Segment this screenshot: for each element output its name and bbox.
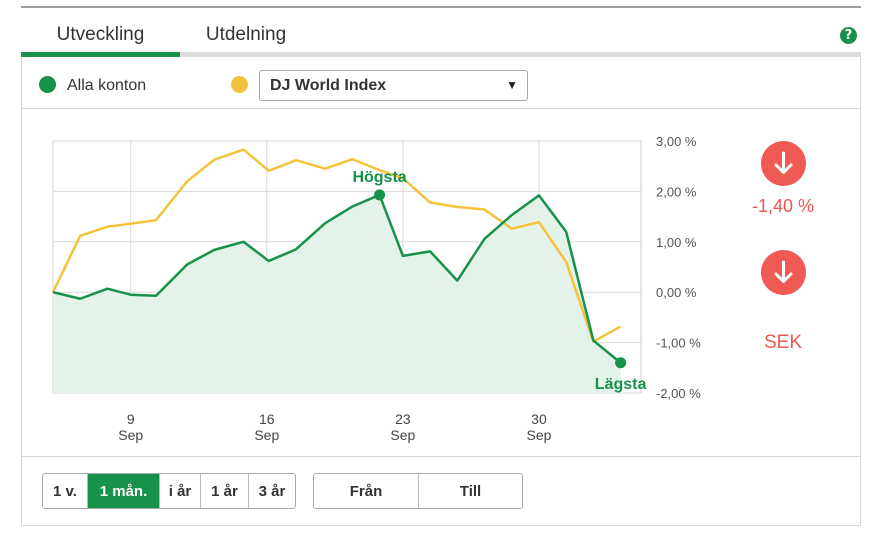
tab-bar: Utveckling Utdelning ? [21,18,861,58]
period-button-1w[interactable]: 1 v. [43,474,88,508]
dropdown-arrow-icon: ▼ [506,78,518,92]
x-tick-label: 16 [259,411,275,427]
from-date-button[interactable]: Från [314,474,418,508]
legend-row: Alla konton DJ World Index ▼ [22,57,860,109]
tab-underline [21,52,861,57]
y-tick-label: -1,00 % [656,336,701,351]
period-button-1y[interactable]: 1 år [201,474,249,508]
period-button-ytd[interactable]: i år [160,474,201,508]
arrow-down-icon [761,141,806,186]
date-range-selector: Från Till [313,473,523,509]
series-label: Alla konton [67,77,147,94]
currency-label: SEK [763,332,803,353]
x-tick-label: 30 [531,411,547,427]
marker-label: Lägsta [595,376,647,393]
marker-label: Högsta [352,169,406,186]
marker-point [615,357,627,369]
x-tick-label: 9 [127,411,135,427]
chart-panel: Alla konton DJ World Index ▼ [21,57,861,526]
top-divider [21,6,861,8]
chart-plot-area: 3,00 %2,00 %1,00 %0,00 %-1,00 %-2,00 %9S… [51,134,701,443]
x-tick-sublabel: Sep [390,427,415,443]
series-color-dot [39,76,56,93]
x-tick-sublabel: Sep [526,427,551,443]
change-percent: -1,40 % [751,196,815,216]
series-area [53,194,621,393]
y-tick-label: -2,00 % [656,386,701,401]
compare-color-dot [231,76,248,93]
bottom-divider [22,456,860,457]
tab-active-indicator [21,52,180,57]
x-tick-sublabel: Sep [118,427,143,443]
x-tick-sublabel: Sep [254,427,279,443]
marker-point [374,189,386,201]
period-button-1m[interactable]: 1 mån. [88,474,160,508]
series-line [52,193,622,364]
period-button-3y[interactable]: 3 år [249,474,295,508]
compare-index-value: DJ World Index [270,77,387,94]
question-icon[interactable]: ? [840,27,857,44]
compare-index-select[interactable]: DJ World Index ▼ [259,70,528,101]
y-tick-label: 1,00 % [656,235,697,250]
tab-utveckling[interactable]: Utveckling [56,24,145,45]
tab-utdelning[interactable]: Utdelning [205,24,287,45]
period-selector: 1 v. 1 mån. i år 1 år 3 år [42,473,296,509]
x-tick-label: 23 [395,411,411,427]
y-tick-label: 3,00 % [656,134,697,149]
y-tick-label: 0,00 % [656,285,697,300]
series-line [51,148,622,343]
arrow-down-icon [761,250,806,295]
y-tick-label: 2,00 % [656,184,697,199]
to-date-button[interactable]: Till [418,474,522,508]
